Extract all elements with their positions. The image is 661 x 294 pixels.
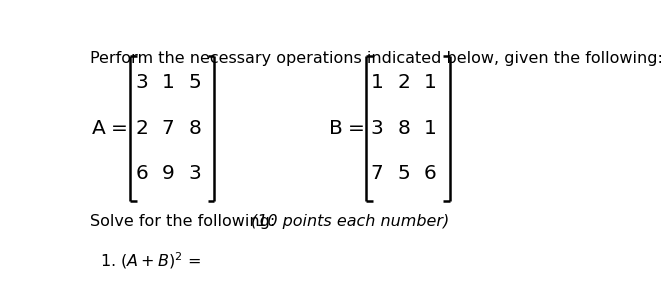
Text: =: = (348, 118, 364, 138)
Text: 6: 6 (135, 164, 148, 183)
Text: 6: 6 (424, 164, 437, 183)
Text: 7: 7 (371, 164, 383, 183)
Text: 8: 8 (397, 118, 410, 138)
Text: 3: 3 (135, 73, 148, 92)
Text: Solve for the following:: Solve for the following: (91, 214, 281, 229)
Text: 1: 1 (424, 73, 437, 92)
Text: 3: 3 (371, 118, 383, 138)
Text: 1. $(A+B)^2$ =: 1. $(A+B)^2$ = (100, 250, 200, 271)
Text: A: A (92, 118, 106, 138)
Text: =: = (111, 118, 128, 138)
Text: 9: 9 (162, 164, 175, 183)
Text: 1: 1 (424, 118, 437, 138)
Text: (10 points each number): (10 points each number) (251, 214, 449, 229)
Text: 5: 5 (188, 73, 201, 92)
Text: 3: 3 (188, 164, 201, 183)
Text: 5: 5 (397, 164, 410, 183)
Text: 8: 8 (188, 118, 201, 138)
Text: 1: 1 (371, 73, 383, 92)
Text: 2: 2 (397, 73, 410, 92)
Text: 1: 1 (162, 73, 175, 92)
Text: 7: 7 (162, 118, 175, 138)
Text: 2: 2 (135, 118, 148, 138)
Text: B: B (329, 118, 342, 138)
Text: Perform the necessary operations indicated below, given the following:: Perform the necessary operations indicat… (91, 51, 661, 66)
